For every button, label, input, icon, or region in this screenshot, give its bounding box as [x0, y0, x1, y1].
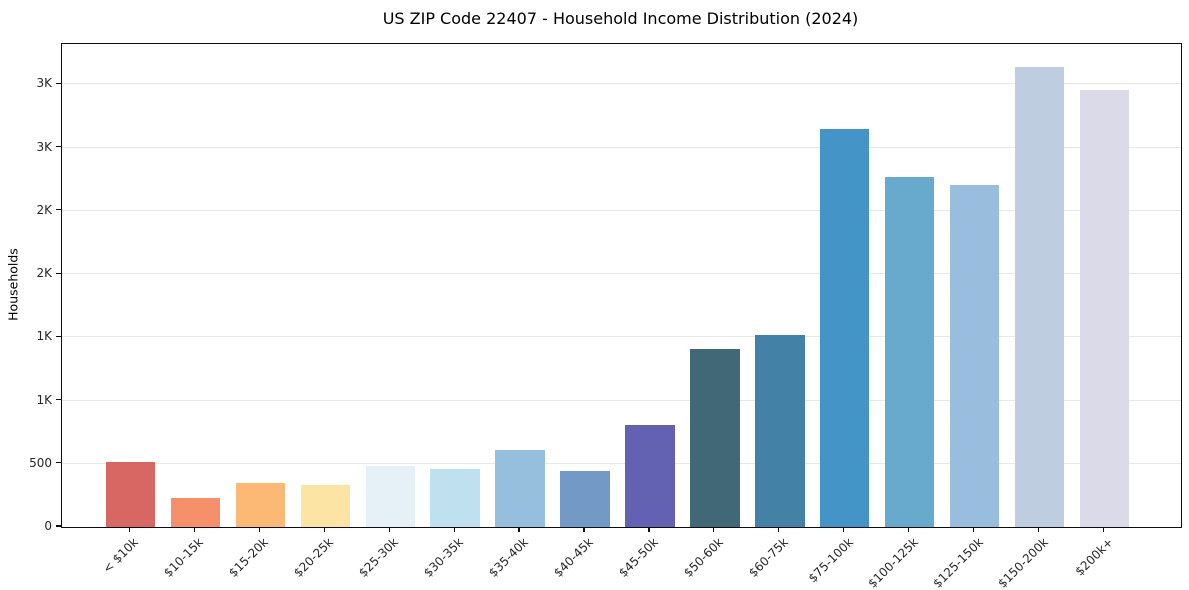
bar-150-200k [1014, 67, 1065, 527]
y-tick-mark [56, 272, 61, 274]
bar-slot [877, 44, 942, 527]
y-tick-mark [56, 82, 61, 85]
bar-slot [163, 44, 228, 527]
gridline-2500 [62, 209, 1181, 211]
bar-slot [293, 44, 358, 527]
bar-slot [1072, 44, 1137, 527]
bar-75-100k [820, 128, 870, 527]
y-axis-label: Households [5, 248, 21, 321]
bar-50-60k [690, 349, 740, 527]
x-tick-mark [388, 527, 390, 533]
y-tick-label: 500 [29, 455, 52, 470]
bar-slot [488, 44, 553, 527]
y-tick-mark [56, 525, 61, 527]
x-tick-mark [1102, 527, 1105, 533]
bar-15-20k [235, 483, 286, 527]
bar-slot [812, 44, 877, 527]
y-tick-label: 2K [36, 202, 52, 217]
bar-slot [1007, 44, 1072, 527]
bar-10k [105, 461, 156, 527]
y-tick-label: 2K [36, 266, 52, 281]
bar-45-50k [625, 424, 675, 527]
bar-40-45k [560, 471, 610, 527]
bar-125-150k [949, 184, 1000, 527]
gridline-2000 [62, 273, 1181, 275]
bar-20-25k [300, 484, 350, 527]
x-tick-mark [648, 527, 650, 533]
bar-slot [98, 44, 163, 527]
x-tick-label: < $10k [100, 535, 142, 576]
y-tick-label: 3K [36, 139, 52, 154]
bar-200k [1079, 90, 1130, 527]
bar-35-40k [495, 449, 545, 527]
bar-slot [423, 44, 488, 527]
bar-slot [747, 44, 812, 527]
bar-100-125k [885, 176, 935, 527]
y-tick-mark [56, 209, 61, 211]
y-tick-mark [56, 335, 61, 337]
bar-25-30k [365, 466, 415, 527]
x-tick-mark [713, 527, 715, 533]
bar-60-75k [755, 334, 805, 527]
x-tick-mark [518, 527, 520, 533]
bar-slot [942, 44, 1007, 527]
x-tick-mark [908, 527, 910, 533]
y-tick-mark [56, 462, 61, 464]
bar-10-15k [170, 497, 221, 527]
x-tick-mark [1037, 527, 1040, 533]
bar-slot [553, 44, 618, 527]
gridline-1000 [62, 399, 1181, 401]
y-tick-label: 1K [36, 392, 52, 407]
gridline-3000 [62, 146, 1181, 148]
bar-30-35k [430, 468, 480, 527]
gridline-500 [62, 462, 1181, 464]
bar-slot [228, 44, 293, 527]
x-tick-mark [258, 527, 260, 533]
y-tick-label: 1K [36, 329, 52, 344]
x-tick-mark [193, 527, 195, 533]
bar-slot [358, 44, 423, 527]
gridline-1500 [62, 336, 1181, 338]
bar-slot [618, 44, 683, 527]
gridline-3500 [62, 83, 1181, 85]
x-tick-mark [128, 527, 131, 533]
x-tick-mark [453, 527, 455, 533]
x-tick-mark [778, 527, 780, 533]
bars-container [98, 44, 1137, 527]
bar-slot [682, 44, 747, 527]
y-tick-mark [56, 398, 61, 401]
x-tick-mark [973, 527, 975, 533]
chart-title: US ZIP Code 22407 - Household Income Dis… [382, 9, 859, 28]
y-tick-label: 3K [36, 76, 52, 91]
y-tick-label: 0 [44, 519, 52, 533]
x-tick-mark [843, 527, 845, 533]
x-tick-mark [583, 527, 585, 533]
y-tick-mark [56, 146, 61, 148]
plot-area [61, 43, 1182, 528]
x-tick-mark [323, 527, 325, 533]
